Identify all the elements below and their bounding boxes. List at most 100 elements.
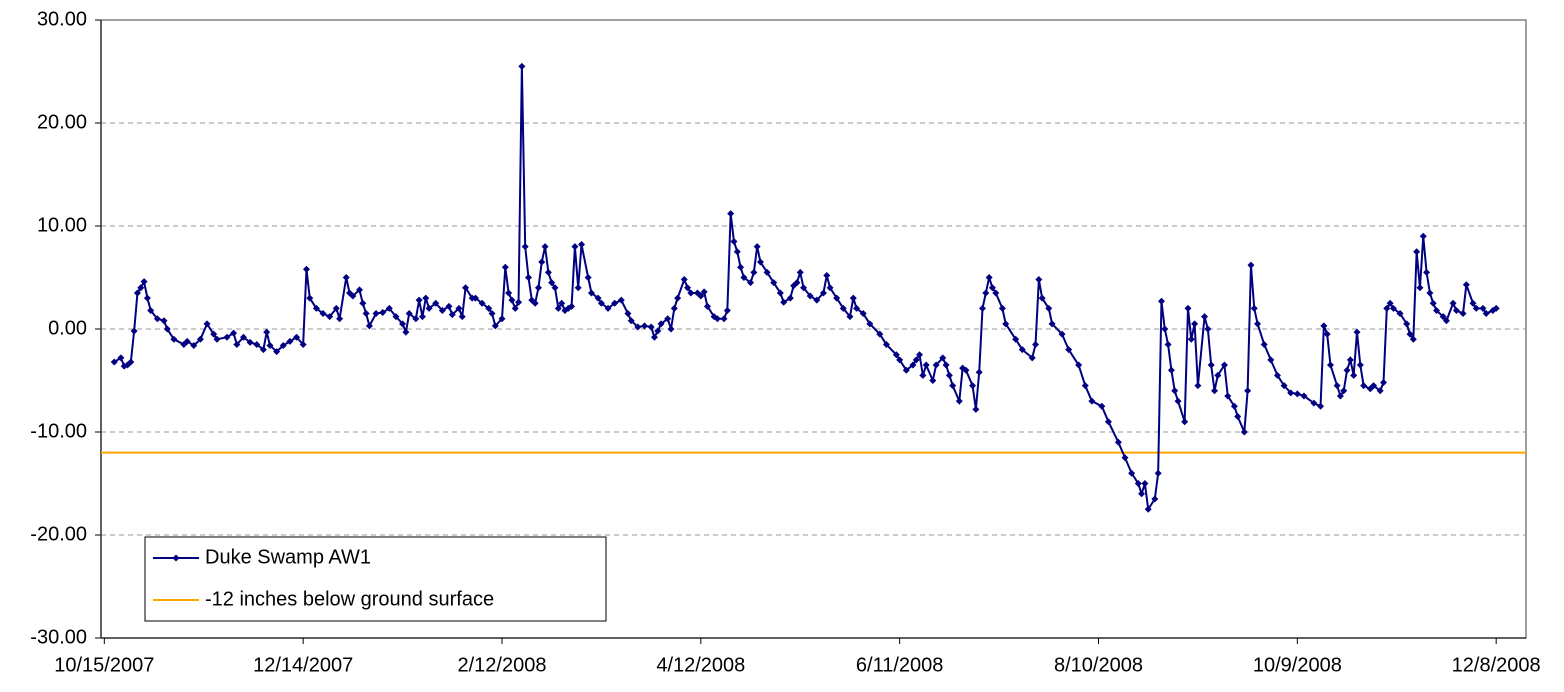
data-point <box>846 313 854 321</box>
data-point <box>1320 322 1328 330</box>
data-point <box>578 241 586 249</box>
data-point <box>336 315 344 323</box>
data-point <box>263 328 271 336</box>
data-point <box>554 304 562 312</box>
data-point <box>1360 382 1368 390</box>
data-point <box>117 354 125 362</box>
data-point <box>1210 387 1218 395</box>
data-point <box>1413 248 1421 256</box>
data-point <box>538 258 546 266</box>
data-point <box>266 341 274 349</box>
data-point <box>640 322 648 330</box>
data-point <box>740 274 748 281</box>
data-point <box>286 337 294 345</box>
data-point <box>342 274 350 281</box>
data-point <box>230 329 238 337</box>
data-point <box>1403 320 1411 328</box>
data-point <box>876 330 884 338</box>
x-tick-label: 4/12/2008 <box>656 654 745 676</box>
data-point <box>471 294 479 302</box>
data-point <box>1492 304 1500 312</box>
data-point <box>422 294 430 302</box>
data-point <box>1350 371 1358 379</box>
data-point <box>425 304 433 312</box>
data-point <box>355 286 363 294</box>
data-point <box>823 271 831 279</box>
data-point <box>511 304 519 312</box>
data-point <box>1346 356 1354 364</box>
data-point <box>853 304 861 312</box>
data-point <box>1114 438 1122 446</box>
data-point <box>160 317 168 325</box>
data-point <box>412 315 420 323</box>
data-point <box>1181 418 1189 426</box>
data-point <box>385 304 393 312</box>
data-point <box>1234 413 1242 421</box>
data-point <box>455 304 463 312</box>
data-point <box>780 298 788 306</box>
data-point <box>1433 306 1441 314</box>
data-point <box>684 284 692 292</box>
data-point <box>1151 495 1159 503</box>
data-point <box>587 289 595 297</box>
x-tick-label: 2/12/2008 <box>457 654 546 676</box>
data-point <box>1224 392 1232 400</box>
data-point <box>1134 480 1142 487</box>
data-point <box>147 306 155 314</box>
data-point <box>982 289 990 297</box>
data-point <box>438 306 446 314</box>
data-point <box>1396 310 1404 318</box>
x-tick-label: 6/11/2008 <box>856 654 944 676</box>
data-point <box>143 294 151 302</box>
data-point <box>1045 304 1053 312</box>
data-point <box>859 310 867 318</box>
data-point <box>488 310 496 318</box>
data-point <box>1201 313 1209 321</box>
data-point <box>1184 304 1192 312</box>
data-point <box>1343 366 1351 374</box>
data-point <box>349 292 357 300</box>
data-point <box>415 296 423 304</box>
data-point <box>733 248 741 256</box>
data-point <box>1081 382 1089 390</box>
data-point <box>896 356 904 364</box>
legend-label: -12 inches below ground surface <box>205 588 494 610</box>
data-point <box>1370 382 1378 390</box>
data-point <box>1191 320 1199 328</box>
x-tick-label: 10/9/2008 <box>1253 654 1342 676</box>
data-point <box>432 299 440 307</box>
data-point <box>1157 297 1165 305</box>
data-point <box>1409 335 1417 343</box>
data-point <box>541 243 549 251</box>
data-point <box>544 268 552 276</box>
data-point <box>1310 399 1318 407</box>
y-tick-label: -30.00 <box>30 626 87 648</box>
data-point <box>942 361 950 369</box>
data-point <box>674 294 682 302</box>
data-point <box>866 320 874 328</box>
data-point <box>1161 325 1169 333</box>
data-point <box>1356 361 1364 369</box>
data-point <box>405 310 413 318</box>
data-point <box>713 315 721 323</box>
data-point <box>1353 328 1361 336</box>
data-point <box>747 279 755 287</box>
y-tick-label: 30.00 <box>37 8 87 30</box>
data-point <box>969 382 977 390</box>
data-point <box>1240 428 1248 436</box>
data-point <box>998 304 1006 312</box>
legend-box <box>144 536 607 622</box>
data-point <box>240 333 247 341</box>
data-point <box>657 320 665 328</box>
data-point <box>326 313 334 321</box>
data-point <box>1098 402 1106 410</box>
y-tick-label: 20.00 <box>37 111 87 133</box>
data-point <box>793 279 801 287</box>
data-point <box>1174 397 1182 405</box>
data-point <box>1018 346 1026 354</box>
data-point <box>1230 402 1238 410</box>
data-point <box>932 361 940 369</box>
data-point <box>183 337 191 345</box>
x-tick-label: 12/14/2007 <box>253 654 353 676</box>
data-point <box>359 299 367 307</box>
